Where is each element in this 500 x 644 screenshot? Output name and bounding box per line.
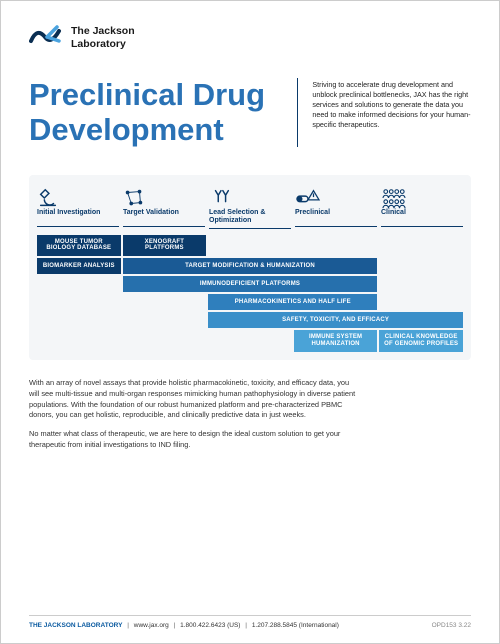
stage-label: Clinical xyxy=(381,209,463,227)
stage-column: Target Validation xyxy=(123,185,205,228)
bar-row: IMMUNE SYSTEM HUMANIZATIONCLINICAL KNOWL… xyxy=(37,330,463,352)
intro-text: Striving to accelerate drug development … xyxy=(312,78,471,147)
capability-bar: SAFETY, TOXICITY, AND EFFICACY xyxy=(208,312,463,328)
stage-label: Lead Selection & Optimization xyxy=(209,209,291,228)
people-grid-icon xyxy=(381,185,463,209)
footer-phone-us: 1.800.422.6423 (US) xyxy=(180,622,240,629)
capability-bar: IMMUNE SYSTEM HUMANIZATION xyxy=(294,330,378,352)
capability-bar: BIOMARKER ANALYSIS xyxy=(37,258,121,274)
jax-logo-icon xyxy=(29,23,65,52)
stage-label: Target Validation xyxy=(123,209,205,227)
stage-header-row: Initial InvestigationTarget ValidationLe… xyxy=(37,185,463,228)
stage-label: Preclinical xyxy=(295,209,377,227)
brand-line2: Laboratory xyxy=(71,38,135,50)
stage-column: Clinical xyxy=(381,185,463,228)
bar-row: MOUSE TUMOR BIOLOGY DATABASEXENOGRAFT PL… xyxy=(37,235,463,257)
stage-column: Preclinical xyxy=(295,185,377,228)
page-footer: THE JACKSON LABORATORY | www.jax.org | 1… xyxy=(29,615,471,629)
stage-column: Lead Selection & Optimization xyxy=(209,185,291,228)
page-title: Preclinical Drug Development xyxy=(29,78,283,147)
brand-line1: The Jackson xyxy=(71,25,135,37)
pill-warning-icon xyxy=(295,185,377,209)
network-icon xyxy=(123,185,205,209)
footer-web: www.jax.org xyxy=(134,622,169,629)
bar-row: PHARMACOKINETICS AND HALF LIFE xyxy=(37,294,463,310)
bar-row: BIOMARKER ANALYSISTARGET MODIFICATION & … xyxy=(37,258,463,274)
footer-phone-intl: 1.207.288.5845 (International) xyxy=(252,622,339,629)
footer-org: THE JACKSON LABORATORY xyxy=(29,622,122,629)
bar-row: SAFETY, TOXICITY, AND EFFICACY xyxy=(37,312,463,328)
logo-text: The Jackson Laboratory xyxy=(71,25,135,49)
pipeline-chart: Initial InvestigationTarget ValidationLe… xyxy=(29,175,471,360)
capability-bar: MOUSE TUMOR BIOLOGY DATABASE xyxy=(37,235,121,257)
capability-bars: MOUSE TUMOR BIOLOGY DATABASEXENOGRAFT PL… xyxy=(37,235,463,353)
hero-row: Preclinical Drug Development Striving to… xyxy=(29,78,471,147)
footer-left: THE JACKSON LABORATORY | www.jax.org | 1… xyxy=(29,622,339,629)
body-p1: With an array of novel assays that provi… xyxy=(29,378,359,421)
hero-divider xyxy=(297,78,299,147)
antibody-icon xyxy=(209,185,291,209)
capability-bar: CLINICAL KNOWLEDGE OF GENOMIC PROFILES xyxy=(379,330,463,352)
microscope-icon xyxy=(37,185,119,209)
capability-bar: XENOGRAFT PLATFORMS xyxy=(123,235,207,257)
bar-row: IMMUNODEFICIENT PLATFORMS xyxy=(37,276,463,292)
capability-bar: IMMUNODEFICIENT PLATFORMS xyxy=(123,276,378,292)
stage-label: Initial Investigation xyxy=(37,209,119,227)
footer-doc-id: OPD153 3.22 xyxy=(432,622,471,629)
footer-sep: | xyxy=(174,622,176,629)
body-copy: With an array of novel assays that provi… xyxy=(29,378,359,450)
capability-bar: TARGET MODIFICATION & HUMANIZATION xyxy=(123,258,378,274)
stage-column: Initial Investigation xyxy=(37,185,119,228)
footer-sep: | xyxy=(245,622,247,629)
logo-block: The Jackson Laboratory xyxy=(29,23,471,52)
body-p2: No matter what class of therapeutic, we … xyxy=(29,429,359,450)
footer-sep: | xyxy=(127,622,129,629)
capability-bar: PHARMACOKINETICS AND HALF LIFE xyxy=(208,294,377,310)
